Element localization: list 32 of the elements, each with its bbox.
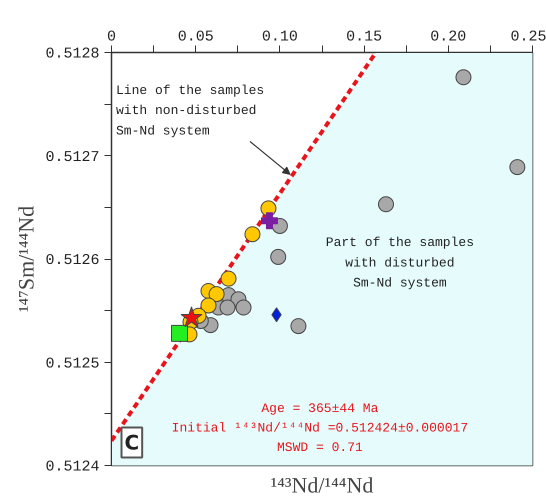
y-tick-label: 0.5126 [45, 252, 100, 269]
point [208, 286, 225, 302]
annotation: Line of the samples with non-disturbed Sm-Nd system [116, 82, 264, 138]
y-tick-label: 0.5125 [45, 355, 100, 372]
point [509, 159, 526, 176]
x-tick-label: 0.15 [346, 28, 382, 46]
point [455, 69, 472, 86]
x-tick-label: 0.05 [178, 28, 214, 46]
annotation: Part of the samples with disturbed Sm-Nd system [326, 235, 474, 291]
x-tick-label: 0.20 [430, 28, 466, 46]
point [290, 318, 306, 334]
x-tick-label: 0 [107, 28, 116, 46]
y-tick-label: 0.5127 [45, 148, 100, 166]
point [270, 248, 286, 265]
point [378, 196, 394, 212]
point [180, 306, 202, 328]
annotation: C [124, 430, 140, 454]
x-tick-label: 0.10 [262, 28, 298, 46]
x-axis-title: ¹⁴³Nd/¹⁴⁴Nd [270, 472, 374, 498]
x-tick-label: 0.25 [510, 28, 546, 46]
y-tick-label: 0.5128 [45, 46, 100, 62]
point [171, 324, 188, 342]
point [220, 300, 236, 316]
point [200, 297, 216, 314]
y-axis-title: ¹⁴⁷Sm/¹⁴⁴Nd [13, 206, 38, 312]
annotation: Age = 365±44 Ma Initial ¹⁴³Nd/¹⁴⁴Nd =0.512424±0.000017 MSWD = 0.71 [172, 401, 468, 456]
point [271, 307, 282, 322]
point [220, 270, 237, 287]
y-tick-label: 0.5124 [45, 458, 100, 476]
point [244, 226, 260, 242]
point [260, 212, 278, 230]
point [236, 300, 252, 316]
